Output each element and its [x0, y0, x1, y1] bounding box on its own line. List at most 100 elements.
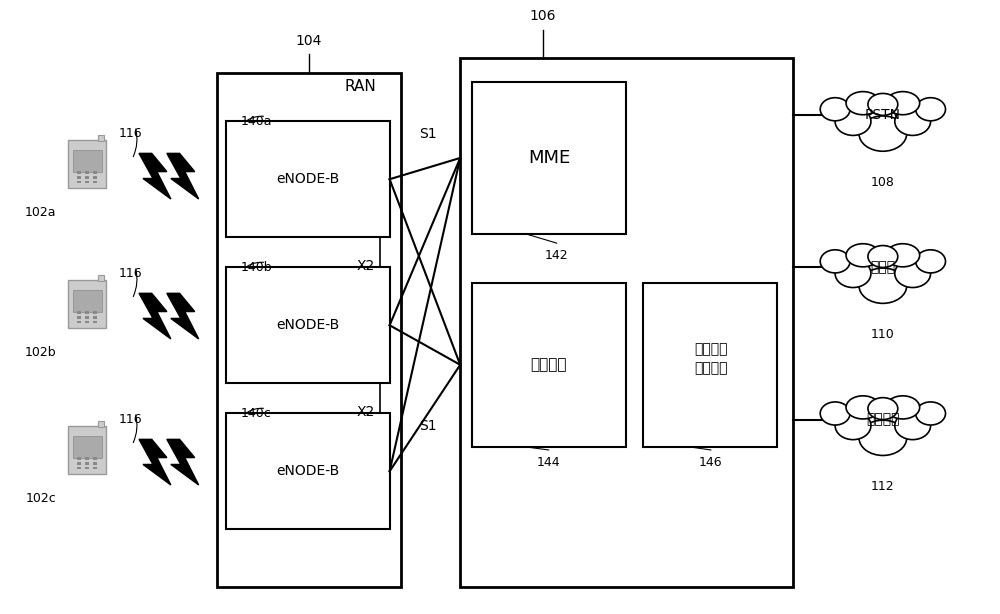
Text: S1: S1 [420, 419, 437, 433]
Bar [77, 171, 81, 174]
Text: 104: 104 [296, 34, 322, 47]
Ellipse shape [895, 260, 931, 287]
Bar [93, 462, 97, 465]
Ellipse shape [916, 402, 946, 425]
Ellipse shape [835, 107, 871, 136]
Ellipse shape [846, 396, 880, 419]
Text: 116: 116 [118, 267, 142, 280]
Text: 142: 142 [545, 249, 568, 262]
Bar [98, 421, 104, 427]
Text: RAN: RAN [345, 79, 377, 94]
Bar [85, 457, 89, 460]
Bar [472, 82, 626, 234]
Ellipse shape [835, 411, 871, 440]
Ellipse shape [859, 116, 907, 151]
Text: X2: X2 [357, 258, 375, 273]
Ellipse shape [846, 91, 880, 115]
Ellipse shape [820, 402, 850, 425]
Polygon shape [139, 293, 171, 339]
Bar [226, 122, 390, 237]
Bar [85, 316, 89, 319]
Text: 144: 144 [537, 456, 561, 468]
Ellipse shape [886, 244, 920, 267]
Bar [217, 72, 401, 587]
Bar [77, 321, 81, 324]
Text: 其他网络: 其他网络 [866, 413, 900, 427]
Text: S1: S1 [420, 126, 437, 141]
Ellipse shape [820, 98, 850, 121]
Ellipse shape [895, 411, 931, 440]
Text: 116: 116 [118, 413, 142, 426]
Bar [77, 181, 81, 184]
Bar [226, 268, 390, 383]
Bar [85, 176, 89, 179]
Bar [77, 311, 81, 314]
Text: eNODE-B: eNODE-B [276, 464, 339, 478]
Bar [73, 150, 102, 172]
Text: MME: MME [528, 149, 570, 167]
Text: X2: X2 [357, 405, 375, 419]
Ellipse shape [859, 420, 907, 456]
Text: 140a: 140a [241, 115, 272, 128]
Bar [68, 426, 106, 475]
Text: 108: 108 [871, 176, 895, 188]
Text: 106: 106 [530, 9, 556, 23]
Bar [73, 436, 102, 458]
Bar [73, 290, 102, 312]
Ellipse shape [895, 107, 931, 136]
Bar [98, 274, 104, 281]
Bar [93, 316, 97, 319]
Text: PSTN: PSTN [865, 108, 901, 122]
Bar [77, 462, 81, 465]
Bar [77, 176, 81, 179]
Bar [226, 413, 390, 529]
Text: 102a: 102a [25, 206, 56, 219]
Ellipse shape [846, 244, 880, 267]
Text: 服务网关: 服务网关 [530, 357, 567, 372]
Bar [68, 279, 106, 328]
Ellipse shape [916, 98, 946, 121]
Ellipse shape [835, 260, 871, 287]
Bar [85, 462, 89, 465]
Bar [93, 311, 97, 314]
Bar [98, 135, 104, 141]
Text: 102c: 102c [25, 492, 56, 505]
Polygon shape [167, 154, 199, 199]
Bar [77, 457, 81, 460]
Bar [643, 282, 777, 447]
Bar [93, 176, 97, 179]
Ellipse shape [859, 268, 907, 303]
Polygon shape [139, 440, 171, 485]
Text: 102b: 102b [25, 346, 56, 359]
Text: 146: 146 [699, 456, 723, 468]
Bar [85, 181, 89, 184]
Text: 分组数据
网络网关: 分组数据 网络网关 [694, 343, 728, 375]
Text: eNODE-B: eNODE-B [276, 172, 339, 186]
Text: 140c: 140c [241, 407, 272, 420]
Bar [77, 467, 81, 470]
Bar [472, 282, 626, 447]
Bar [85, 321, 89, 324]
Bar [85, 171, 89, 174]
Ellipse shape [886, 396, 920, 419]
Text: 因特网: 因特网 [870, 260, 895, 274]
Polygon shape [139, 154, 171, 199]
Text: 140b: 140b [241, 261, 272, 274]
Bar [93, 171, 97, 174]
Text: eNODE-B: eNODE-B [276, 318, 339, 332]
Ellipse shape [820, 250, 850, 273]
Bar [68, 139, 106, 188]
Bar [85, 467, 89, 470]
Bar [460, 58, 793, 587]
Polygon shape [167, 440, 199, 485]
Bar [93, 457, 97, 460]
Ellipse shape [868, 93, 898, 115]
Bar [93, 181, 97, 184]
Text: 112: 112 [871, 480, 895, 493]
Bar [93, 467, 97, 470]
Bar [93, 321, 97, 324]
Polygon shape [167, 293, 199, 339]
Ellipse shape [868, 246, 898, 268]
Bar [85, 311, 89, 314]
Ellipse shape [916, 250, 946, 273]
